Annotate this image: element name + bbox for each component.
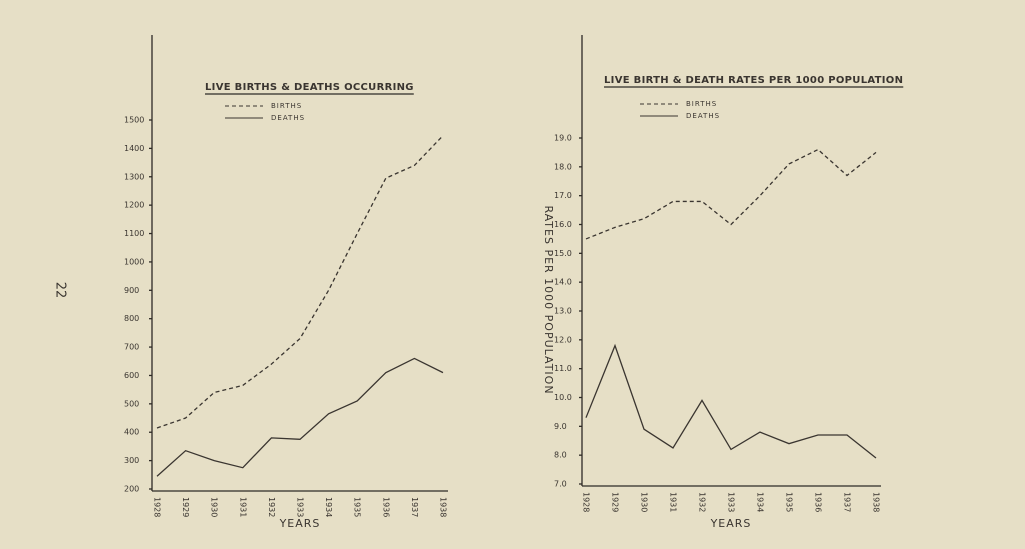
x-tick-label: 1933 [727,492,736,512]
page-number: 22 [53,282,68,299]
y-tick-label: 800 [124,314,139,323]
y-tick-label: 200 [124,485,139,494]
y-tick-label: 500 [124,399,139,408]
x-tick-label: 1937 [843,492,852,512]
legend-label: BIRTHS [686,100,717,108]
x-tick-label: 1930 [640,492,649,512]
y-tick-label: 1400 [124,144,144,153]
y-tick-label: 19.0 [554,134,572,143]
data-line [156,357,444,477]
x-tick-label: 1929 [611,492,620,512]
x-tick-label: 1931 [238,497,247,517]
y-tick-label: 17.0 [554,191,572,200]
y-tick-label: 1300 [124,172,144,181]
x-tick-label: 1937 [410,497,419,517]
y-tick-label: 300 [124,456,139,465]
chart-title: LIVE BIRTH & DEATH RATES PER 1000 POPULA… [604,75,903,86]
y-tick-label: 1000 [124,257,144,266]
y-tick-label: 16.0 [554,220,572,229]
x-tick-label: 1932 [267,497,276,517]
y-tick-label: 18.0 [554,162,572,171]
x-tick-label: 1936 [381,497,390,517]
y-tick-label: 15.0 [554,249,572,258]
data-line [156,135,444,429]
x-tick-label: 1938 [872,492,881,512]
chart-title: LIVE BIRTHS & DEATHS OCCURRING [205,82,414,93]
y-tick-label: 700 [124,343,139,352]
x-tick-label: 1934 [324,497,333,517]
data-line [585,343,877,459]
x-tick-label: 1928 [582,492,591,512]
y-tick-label: 12.0 [554,335,572,344]
y-tick-label: 400 [124,428,139,437]
x-tick-label: 1935 [785,492,794,512]
y-tick-label: 1500 [124,116,144,125]
x-tick-label: 1930 [210,497,219,517]
x-tick-label: 1931 [669,492,678,512]
legend-label: DEATHS [686,112,720,120]
data-line [585,148,877,240]
y-tick-label: 1200 [124,201,144,210]
y-tick-label: 900 [124,286,139,295]
y-tick-label: 9.0 [554,422,567,431]
x-tick-label: 1928 [153,497,162,517]
y-tick-label: 600 [124,371,139,380]
y-tick-label: 14.0 [554,278,572,287]
y-tick-label: 11.0 [554,364,572,373]
x-tick-label: 1929 [181,497,190,517]
y-tick-label: 13.0 [554,307,572,316]
y-tick-label: 7.0 [554,480,567,489]
x-tick-label: 1935 [353,497,362,517]
x-axis-label: YEARS [710,517,752,530]
y-axis-label: RATES PER 1000 POPULATION [542,205,555,394]
y-tick-label: 10.0 [554,393,572,402]
x-tick-label: 1936 [814,492,823,512]
legend-label: BIRTHS [271,102,302,110]
x-axis-label: YEARS [279,517,321,530]
y-tick-label: 1100 [124,229,144,238]
legend-label: DEATHS [271,114,305,122]
x-tick-label: 1932 [698,492,707,512]
x-tick-label: 1938 [439,497,448,517]
x-tick-label: 1933 [296,497,305,517]
y-tick-label: 8.0 [554,451,567,460]
x-tick-label: 1934 [756,492,765,512]
